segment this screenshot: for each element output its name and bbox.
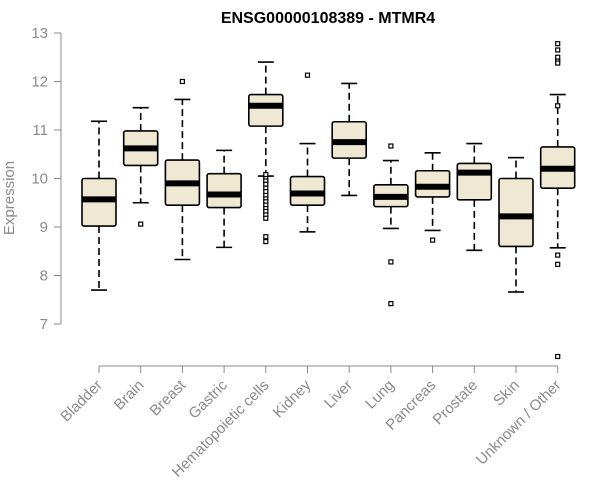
y-tick-label: 11 (32, 122, 48, 139)
outlier-point (263, 234, 269, 240)
box-iqr (498, 177, 534, 248)
outlier-point (138, 221, 144, 227)
outlier-point (430, 237, 436, 243)
y-tick-label: 9 (40, 219, 48, 236)
y-tick-label: 13 (31, 25, 48, 42)
box-prostate (456, 142, 493, 252)
outlier-point (555, 252, 561, 258)
outlier-point (555, 261, 561, 267)
x-tick-label: Liver (321, 377, 356, 412)
box-skin (498, 156, 534, 293)
outlier-point (555, 60, 561, 66)
box-brain (122, 106, 159, 227)
box-kidney (289, 72, 326, 233)
outlier-point (388, 259, 394, 265)
box-hematopoietic-cells (248, 61, 284, 245)
outlier-point (263, 215, 269, 221)
outlier-point (555, 103, 561, 109)
box-iqr (248, 93, 284, 127)
box-series (81, 41, 576, 360)
outlier-point (263, 238, 269, 245)
box-liver (331, 82, 368, 197)
box-iqr (206, 172, 242, 209)
outlier-point (555, 41, 561, 47)
y-tick-label: 8 (40, 268, 48, 285)
x-tick-label: Kidney (270, 376, 315, 421)
outlier-point (555, 47, 561, 53)
outlier-point (555, 353, 561, 360)
chart-title: ENSG00000108389 - MTMR4 (221, 10, 435, 27)
x-tick-label: Bladder (57, 377, 106, 426)
box-unknown-other (539, 41, 576, 360)
outlier-point (179, 78, 185, 85)
box-bladder (81, 120, 117, 291)
outlier-point (304, 72, 311, 78)
box-pancreas (414, 151, 451, 243)
y-tick-label: 7 (40, 316, 48, 333)
y-tick-label: 12 (31, 74, 48, 91)
x-tick-label: Lung (362, 377, 398, 413)
outlier-point (388, 301, 394, 307)
box-lung (373, 143, 409, 307)
x-tick-label: Breast (147, 376, 190, 419)
y-tick-label: 10 (31, 171, 48, 188)
outlier-point (388, 143, 394, 149)
y-axis-label: Expression (1, 161, 18, 235)
x-tick-label: Skin (490, 377, 523, 410)
x-tick-label: Brain (111, 377, 148, 414)
x-tick-label: Prostate (430, 377, 482, 429)
box-iqr (456, 162, 493, 201)
box-gastric (206, 149, 242, 249)
box-breast (164, 78, 201, 261)
